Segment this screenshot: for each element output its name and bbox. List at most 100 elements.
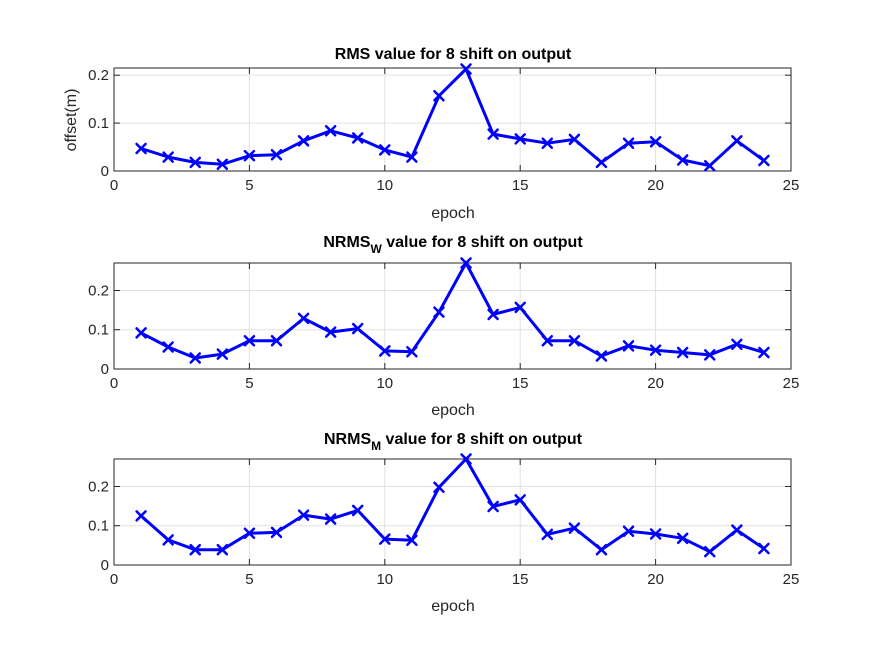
subplot-rms-ytick-label-0: 0	[101, 163, 109, 180]
subplot-nrms-w-marker-stroke-b-24	[758, 346, 770, 359]
subplot-rms-marker-stroke-b-18	[595, 156, 608, 169]
subplot-nrms-m-point-18	[595, 543, 608, 556]
subplot-nrms-w-point-17	[568, 334, 581, 347]
subplot-nrms-m-marker-stroke-b-2	[162, 534, 174, 546]
subplot-rms-point-24	[758, 154, 770, 167]
subplot-rms: RMS value for 8 shift on output 0 5 10 15 20…	[63, 46, 799, 222]
subplot-nrms-m-marker-stroke-b-5	[243, 527, 256, 539]
subplot-nrms-w-point-8	[324, 326, 337, 338]
subplot-nrms-w-point-13	[460, 257, 472, 269]
subplot-rms-marker-stroke-b-5	[243, 149, 256, 162]
subplot-rms-point-9	[351, 132, 364, 144]
subplot-nrms-m-marker-stroke-b-18	[595, 543, 608, 556]
subplot-nrms-m-ytick-label-1: 0.1	[88, 518, 109, 535]
subplot-rms-marker-stroke-b-10	[379, 144, 391, 156]
subplot-nrms-w-point-4	[216, 348, 229, 360]
subplot-rms-marker-stroke-b-7	[297, 135, 310, 147]
subplot-rms-point-16	[541, 137, 554, 149]
subplot-rms-point-13	[460, 63, 472, 75]
subplot-nrms-w-marker-stroke-b-6	[270, 334, 283, 347]
subplot-rms-marker-stroke-b-20	[649, 136, 662, 148]
subplot-nrms-m-ytick-label-2: 0.2	[88, 478, 109, 495]
subplot-nrms-m-marker-stroke-b-24	[758, 542, 770, 555]
subplot-rms-title: RMS value for 8 shift on output	[335, 46, 572, 63]
subplot-rms-point-17	[568, 133, 581, 146]
subplot-rms-xtick-label-5: 25	[783, 177, 800, 194]
subplot-nrms-m-point-4	[216, 543, 229, 556]
subplot-nrms-w-marker-stroke-b-23	[731, 338, 743, 351]
subplot-rms-marker-stroke-b-17	[568, 133, 581, 146]
subplot-nrms-m-point-12	[433, 481, 445, 494]
subplot-rms-point-1	[135, 142, 147, 155]
subplot-rms-marker-stroke-b-16	[541, 137, 554, 149]
subplot-nrms-w-xtick-label-5: 25	[783, 375, 800, 392]
subplot-nrms-m-marker-stroke-b-7	[297, 509, 310, 521]
subplot-nrms-m-marker-stroke-b-14	[487, 500, 499, 513]
subplot-rms-axes-frame	[113, 67, 792, 172]
subplot-rms-point-23	[731, 135, 743, 147]
subplot-rms-point-5	[243, 149, 256, 162]
subplot-nrms-w-xtick-label-3: 15	[512, 375, 529, 392]
subplot-nrms-w-point-12	[433, 306, 445, 318]
subplot-nrms-w-point-3	[189, 352, 201, 364]
subplot-rms-marker-stroke-b-4	[216, 158, 229, 171]
subplot-nrms-m-marker-stroke-b-9	[351, 504, 364, 517]
subplot-nrms-m-marker-stroke-b-19	[622, 525, 635, 537]
subplot-rms-ytick-label-1: 0.1	[88, 115, 109, 132]
subplot-rms-marker-stroke-b-14	[487, 128, 499, 140]
subplot-nrms-w-plot: 0 5 10 15 20 25 0 0.1 0.2	[88, 257, 800, 392]
subplot-nrms-w-marker-stroke-b-11	[406, 345, 418, 358]
subplot-rms-point-7	[297, 135, 310, 147]
subplot-nrms-w-xtick-label-2: 10	[376, 375, 393, 392]
subplot-rms-point-14	[487, 128, 499, 140]
subplot-nrms-w-point-20	[649, 344, 662, 356]
subplot-nrms-w: NRMSW value for 8 shift on output 0 5 10 15…	[88, 234, 799, 419]
subplot-nrms-w-point-22	[704, 349, 716, 361]
subplot-nrms-m-point-10	[379, 533, 391, 545]
subplot-rms-marker-stroke-b-6	[270, 148, 283, 161]
subplot-nrms-w-point-14	[487, 308, 499, 321]
subplot-rms-xtick-label-2: 10	[376, 177, 393, 194]
subplot-rms-point-21	[676, 154, 689, 166]
subplot-rms-point-11	[406, 151, 418, 163]
subplot-rms-point-22	[704, 159, 716, 172]
subplot-rms-marker-stroke-b-13	[460, 63, 472, 75]
subplot-nrms-m-point-14	[487, 500, 499, 513]
subplot-nrms-m-point-17	[568, 522, 581, 534]
subplot-nrms-m-marker-stroke-b-16	[541, 528, 554, 541]
subplot-nrms-w-point-21	[676, 346, 689, 359]
subplot-nrms-w-marker-stroke-b-16	[541, 334, 554, 347]
subplot-nrms-w-point-2	[162, 341, 174, 353]
subplot-nrms-w-xtick-label-0: 0	[110, 375, 118, 392]
subplot-nrms-w-marker-stroke-b-10	[379, 345, 391, 357]
subplot-nrms-m: NRMSM value for 8 shift on output 0 5 10 15…	[88, 431, 799, 615]
subplot-nrms-w-series-line	[140, 261, 765, 360]
subplot-nrms-w-point-18	[595, 350, 608, 362]
subplot-nrms-m-marker-stroke-b-3	[189, 543, 201, 556]
subplot-nrms-w-marker-stroke-b-5	[243, 334, 256, 347]
subplot-nrms-m-marker-stroke-b-23	[731, 524, 743, 536]
subplot-rms-plot: 0 5 10 15 20 25 0 0.1 0.2	[88, 63, 800, 194]
subplot-rms-point-8	[324, 125, 337, 137]
subplot-nrms-w-point-23	[731, 338, 743, 351]
subplot-rms-marker-stroke-b-2	[162, 151, 174, 163]
subplot-nrms-m-point-24	[758, 542, 770, 555]
subplot-rms-marker-stroke-b-11	[406, 151, 418, 163]
subplot-nrms-m-marker-stroke-b-12	[433, 481, 445, 494]
subplot-rms-marker-stroke-b-22	[704, 159, 716, 172]
subplot-nrms-m-marker-stroke-b-4	[216, 543, 229, 556]
subplot-nrms-m-ytick-label-0: 0	[101, 557, 109, 574]
subplot-nrms-w-xlabel: epoch	[431, 402, 475, 419]
subplot-nrms-m-marker-stroke-b-6	[270, 526, 283, 539]
subplot-nrms-m-marker-stroke-b-21	[676, 532, 689, 545]
subplot-nrms-m-marker-stroke-b-20	[649, 528, 662, 540]
subplot-nrms-w-marker-stroke-b-18	[595, 350, 608, 362]
subplot-nrms-m-point-13	[460, 453, 472, 465]
subplot-nrms-w-marker-stroke-b-9	[351, 322, 364, 335]
subplot-nrms-m-point-23	[731, 524, 743, 536]
subplot-rms-ytick-label-2: 0.2	[88, 67, 109, 84]
subplot-nrms-m-point-21	[676, 532, 689, 545]
subplot-nrms-m-point-20	[649, 528, 662, 540]
subplot-rms-point-3	[189, 156, 201, 169]
subplot-nrms-m-point-2	[162, 534, 174, 546]
